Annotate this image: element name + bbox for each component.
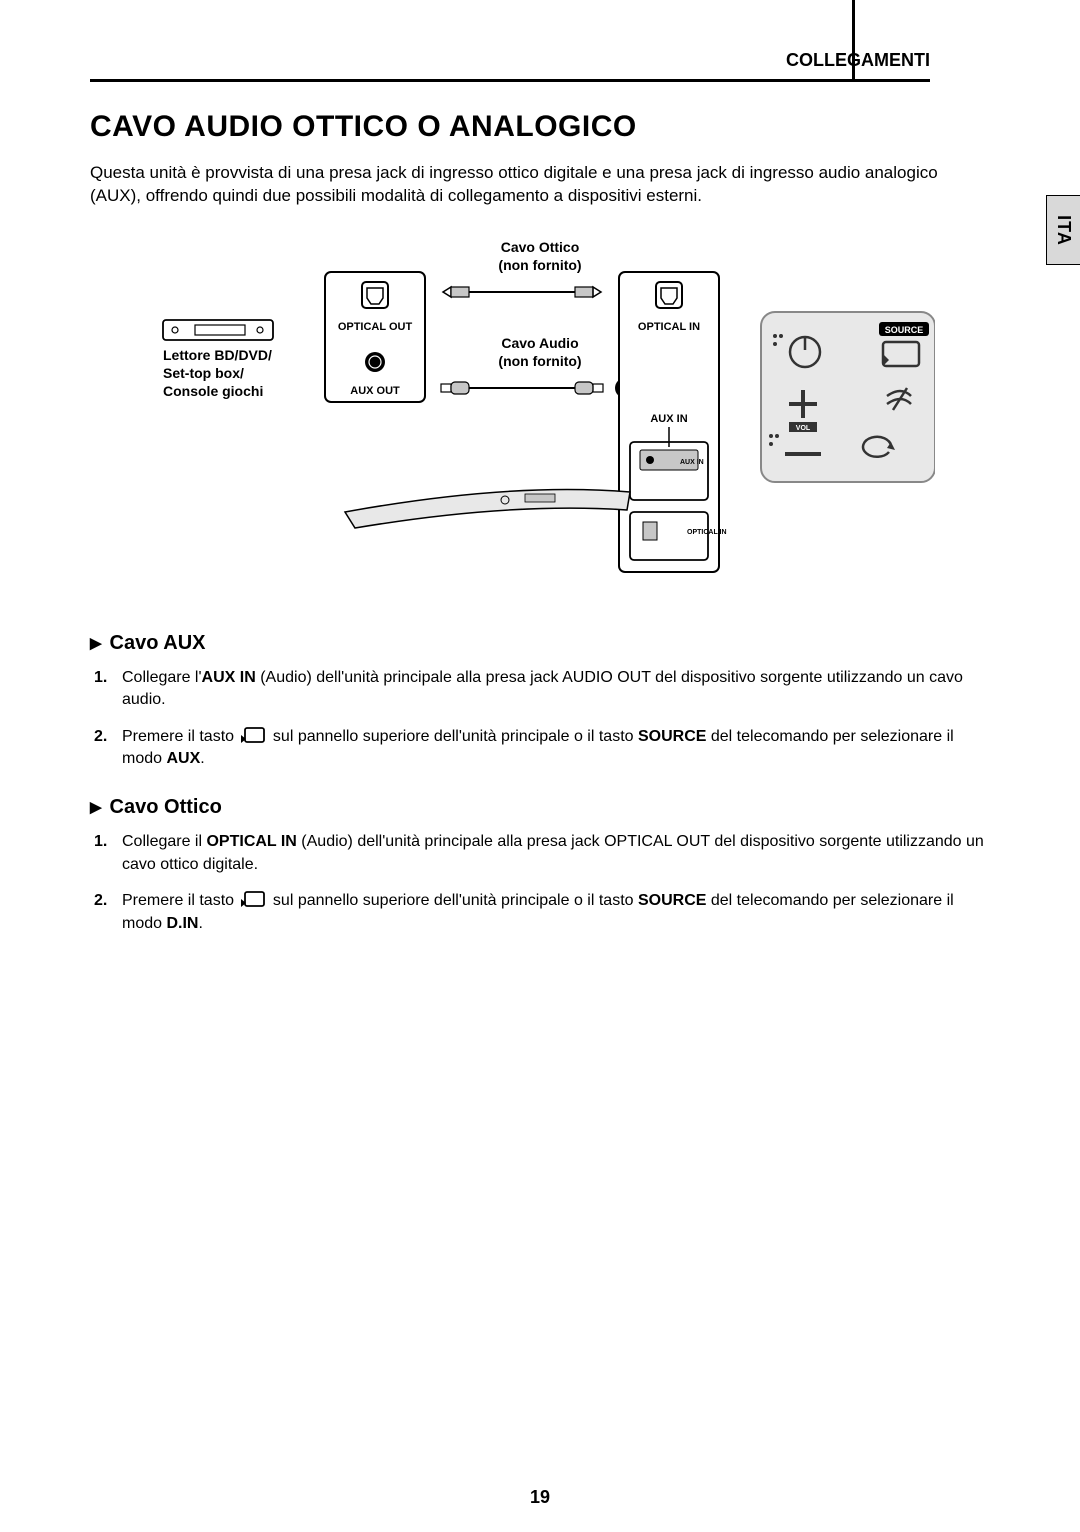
remote-source-label: SOURCE (885, 325, 924, 335)
device-label-2: Set-top box/ (163, 365, 244, 381)
optical-cable (443, 287, 601, 297)
cavo-audio-label: Cavo Audio (501, 335, 578, 351)
cavo-ottico-steps: Collegare il OPTICAL IN (Audio) dell'uni… (90, 831, 990, 935)
language-tab: ITA (1046, 195, 1080, 265)
section-label: COLLEGAMENTI (786, 50, 930, 70)
optical-in-label: OPTICAL IN (638, 321, 700, 333)
zoom-optical-in: OPTICAL IN (687, 529, 727, 536)
connection-diagram: OPTICAL OUT AUX OUT Lettore BD/DVD/ Set-… (145, 232, 935, 592)
remote-vol-label: VOL (796, 425, 811, 432)
cavo-aux-steps: Collegare l'AUX IN (Audio) dell'unità pr… (90, 667, 990, 771)
cavo-aux-heading: Cavo AUX (90, 632, 990, 655)
page-content: COLLEGAMENTI ITA CAVO AUDIO OTTICO O ANA… (0, 0, 1080, 989)
bd-dvd-icon (163, 320, 273, 340)
step-item: Premere il tasto sul pannello superiore … (112, 726, 990, 771)
page-number: 19 (0, 1487, 1080, 1508)
step-item: Collegare l'AUX IN (Audio) dell'unità pr… (112, 667, 990, 712)
cavo-ottico-heading: Cavo Ottico (90, 796, 990, 819)
remote-control: SOURCE VOL (761, 312, 935, 482)
source-cycle-icon (240, 726, 266, 744)
cavo-ottico-label: Cavo Ottico (501, 239, 580, 255)
audio-cable (441, 378, 635, 398)
cavo-ottico-note: (non fornito) (498, 257, 581, 273)
aux-out-label: AUX OUT (350, 385, 400, 397)
language-tab-text: ITA (1053, 215, 1074, 246)
cavo-audio-note: (non fornito) (498, 353, 581, 369)
source-cycle-icon (240, 890, 266, 908)
aux-in-label: AUX IN (650, 413, 687, 425)
step-item: Premere il tasto sul pannello superiore … (112, 890, 990, 935)
source-device-box: OPTICAL OUT AUX OUT (325, 272, 425, 402)
optical-out-label: OPTICAL OUT (338, 321, 413, 333)
destination-box: OPTICAL IN AUX IN AUX IN OPTICAL IN (619, 272, 727, 572)
section-header: COLLEGAMENTI (90, 50, 930, 82)
intro-text: Questa unità è provvista di una presa ja… (90, 162, 990, 208)
soundbar-icon (345, 489, 630, 528)
page-title: CAVO AUDIO OTTICO O ANALOGICO (90, 110, 990, 144)
step-item: Collegare il OPTICAL IN (Audio) dell'uni… (112, 831, 990, 876)
device-label-1: Lettore BD/DVD/ (163, 347, 272, 363)
zoom-aux-in: AUX IN (680, 459, 704, 466)
device-label-3: Console giochi (163, 383, 263, 399)
